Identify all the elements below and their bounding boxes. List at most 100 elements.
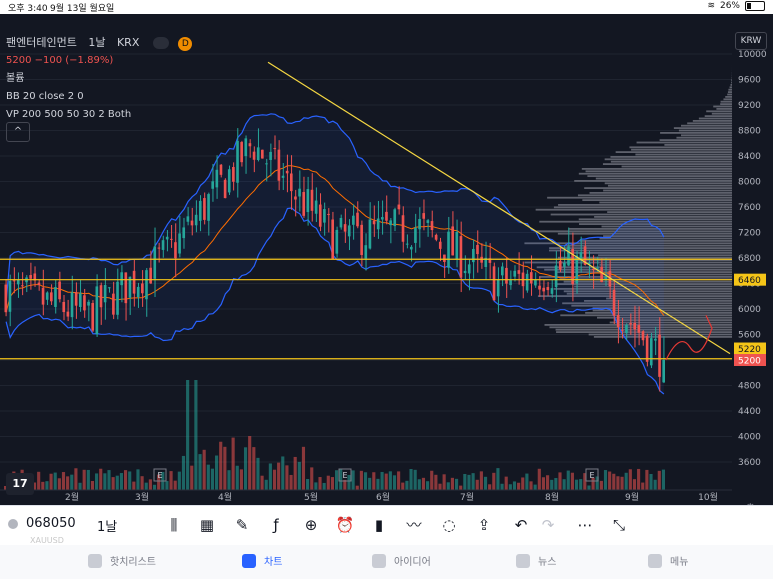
volume-bar [454,478,459,490]
price-axis-label: 10000 [738,50,767,60]
volume-bar [608,471,612,490]
time-axis-label: 5월 [304,491,318,503]
candle-body [583,246,587,265]
tab-label: 뉴스 [538,557,557,568]
price-axis-label: 6000 [738,305,761,315]
candle-body [509,280,512,286]
candle-body [128,276,132,298]
candle-body [455,231,459,260]
symbol-name[interactable]: 팬엔터테인먼트 [6,36,77,49]
tab-watchlist[interactable]: 핫치리스트 [88,553,156,568]
volume-bar [61,472,66,490]
volume-bar [368,477,372,490]
earnings-marker [153,468,167,482]
volume-bar [301,446,306,490]
candle-body [194,214,198,226]
volume-bar [500,483,504,490]
volume-profile-bar [664,144,732,146]
candle-body [476,244,479,255]
volume-bar [202,449,206,490]
volume-profile-bar [730,84,732,86]
volume-profile-bar [728,88,732,91]
volume-bar [653,479,657,490]
tab-chart[interactable]: 차트 [242,553,282,568]
bars-icon[interactable]: ▮ [374,516,384,534]
volume-profile-legend[interactable]: VP 200 500 50 30 2 Both [6,109,132,120]
candle-body [285,170,289,174]
volume-profile-bar [731,81,732,84]
symbol-selector[interactable]: 068050 [8,516,76,531]
volume-bar [194,380,198,490]
volume-bar [641,482,645,490]
volume-bar [380,471,384,490]
volume-bar [546,475,550,490]
volume-bar [49,473,53,490]
volume-bar [99,468,103,490]
volume-bar [471,473,475,490]
candle-body [281,175,285,178]
chart-area[interactable]: 1000096009200880084008000760072006800640… [0,14,773,505]
volume-profile-bar [568,259,732,261]
price-axis-label: 9200 [738,101,761,111]
collapse-legend-button[interactable]: ^ [6,122,30,142]
candle-body [542,287,546,292]
fx-icon[interactable]: ƒ [273,516,279,534]
gear-icon[interactable]: ⚙ [745,501,756,505]
candle-body [529,272,533,284]
more-icon[interactable]: ⋯ [577,516,593,534]
volume-profile-bar [566,292,732,295]
volume-bar [190,465,194,490]
fullscreen-icon[interactable]: ⤡ [612,516,625,534]
candle-body [327,213,330,215]
candle-body [579,252,583,260]
volume-profile-bar [692,120,732,122]
tab-menu[interactable]: 메뉴 [648,553,688,568]
tab-ideas[interactable]: 아이디어 [372,553,431,568]
candle-body [66,311,70,317]
compare-icon[interactable]: 〰 [406,516,422,534]
volume-bar [525,473,529,490]
volume-profile-bar [681,124,732,127]
interval-selector[interactable]: 1날 [97,520,118,535]
candle-body [50,292,53,302]
volume-profile-bar [615,151,732,153]
volume-profile-bar [711,112,732,115]
idea-bulb-icon[interactable]: ◌ [442,516,456,534]
volume-bar [347,474,351,490]
bollinger-legend[interactable]: BB 20 close 2 0 [6,91,84,102]
chart-icon [242,553,256,568]
interval-label[interactable]: 1날 [88,36,106,49]
volume-bar [372,472,376,490]
candle-body [422,213,426,219]
volume-profile-bar [676,136,732,139]
candle-type-icon[interactable]: ⫼ [170,516,178,534]
draw-pencil-icon[interactable]: ✎ [235,516,249,534]
volume-bar [624,472,628,490]
eye-icon[interactable] [152,37,169,49]
volume-bar [512,481,517,490]
price-axis-label: 7600 [738,203,761,213]
volume-bar [264,479,268,490]
indicators-icon[interactable]: ▦ [199,516,215,534]
share-icon[interactable]: ⇪ [477,516,491,534]
volume-profile-bar [603,235,732,237]
bollinger-lower [5,207,665,395]
tradingview-logo[interactable]: 17 [6,473,34,495]
volume-profile-bar [574,180,732,182]
redo-icon[interactable]: ↷ [541,516,555,534]
volume-profile-bar [636,141,732,144]
volume-bar [78,482,82,490]
price-chart[interactable]: 1000096009200880084008000760072006800640… [0,14,773,505]
tab-news[interactable]: 뉴스 [516,553,556,568]
candle-body [186,216,190,222]
undo-icon[interactable]: ↶ [514,516,528,534]
currency-button[interactable]: KRW [735,32,767,50]
volume-profile-bar [601,273,732,276]
volume-legend[interactable]: 볼륨 [6,73,25,84]
alert-clock-icon[interactable]: ⏰ [335,516,355,534]
add-icon[interactable]: ⊕ [304,516,318,534]
volume-profile-bar [577,194,732,197]
candle-body [608,270,612,287]
volume-bar [297,461,301,490]
volume-profile-bar [578,218,732,221]
